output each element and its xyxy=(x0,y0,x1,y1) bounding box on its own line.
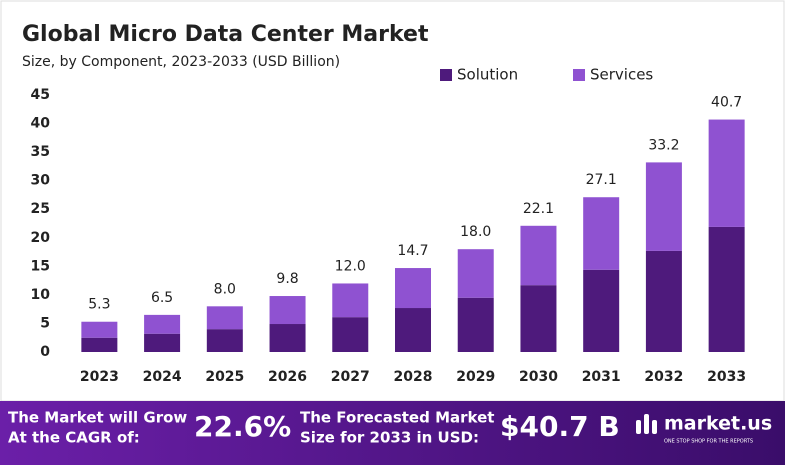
bar-segment xyxy=(583,269,620,352)
chart-subtitle: Size, by Component, 2023-2033 (USD Billi… xyxy=(22,54,340,70)
total-label: 9.8 xyxy=(276,271,298,287)
bar-segment xyxy=(332,317,369,352)
x-tick-label: 2028 xyxy=(394,369,433,385)
total-label: 18.0 xyxy=(460,224,491,240)
bar-segment xyxy=(708,119,745,227)
total-label: 6.5 xyxy=(151,290,173,306)
y-tick-label: 0 xyxy=(40,344,50,360)
x-tick-label: 2033 xyxy=(707,369,746,385)
legend-label: Solution xyxy=(457,66,518,84)
bar-segment xyxy=(457,249,494,298)
bar-segment xyxy=(269,324,306,352)
brand-logo xyxy=(636,414,657,434)
bar-segment xyxy=(144,314,181,334)
x-tick-label: 2025 xyxy=(205,369,244,385)
x-tick-label: 2032 xyxy=(644,369,683,385)
bar-segment xyxy=(144,333,181,352)
bar-segment xyxy=(269,296,306,325)
bar-segment xyxy=(708,226,745,352)
x-tick-label: 2029 xyxy=(456,369,495,385)
brand-tagline: ONE STOP SHOP FOR THE REPORTS xyxy=(664,439,753,445)
y-tick-label: 40 xyxy=(31,116,51,132)
y-tick-label: 45 xyxy=(31,87,50,103)
x-tick-label: 2024 xyxy=(143,369,182,385)
y-tick-label: 5 xyxy=(40,315,50,331)
bar-segment xyxy=(395,308,431,352)
bar-segment xyxy=(81,337,118,352)
x-tick-label: 2023 xyxy=(80,369,119,385)
y-tick-label: 30 xyxy=(31,173,51,189)
x-tick-label: 2031 xyxy=(582,369,621,385)
bar-segment xyxy=(583,197,620,270)
x-tick-label: 2027 xyxy=(331,369,370,385)
forecast-label: Size for 2033 in USD: xyxy=(300,429,479,447)
brand: market.us xyxy=(664,413,772,435)
x-tick-label: 2026 xyxy=(268,369,307,385)
y-tick-label: 20 xyxy=(31,230,51,246)
cagr-label: The Market will Grow xyxy=(8,409,187,427)
bar-segment xyxy=(332,283,369,318)
bar-segment xyxy=(206,306,243,330)
bar-segment xyxy=(81,321,118,338)
cagr-value: 22.6% xyxy=(194,410,291,443)
legend-label: Services xyxy=(590,66,653,84)
forecast-label: The Forecasted Market xyxy=(300,409,494,427)
total-label: 33.2 xyxy=(648,137,679,153)
total-label: 12.0 xyxy=(335,258,366,274)
total-label: 27.1 xyxy=(586,172,617,188)
bar-segment xyxy=(395,268,431,309)
total-label: 22.1 xyxy=(523,201,554,217)
cagr-label: At the CAGR of: xyxy=(8,429,140,447)
bar-segment xyxy=(645,250,682,352)
y-tick-label: 25 xyxy=(31,201,50,217)
y-tick-label: 10 xyxy=(31,287,51,303)
total-label: 14.7 xyxy=(397,243,428,259)
total-label: 40.7 xyxy=(711,95,742,111)
legend: Solution Services xyxy=(440,66,653,84)
bar-segment xyxy=(457,297,494,352)
bar-segment xyxy=(520,285,557,352)
legend-swatch xyxy=(573,69,585,81)
chart-title: Global Micro Data Center Market xyxy=(22,22,429,47)
bar-segment xyxy=(645,162,682,251)
total-label: 8.0 xyxy=(214,281,236,297)
y-tick-label: 15 xyxy=(31,258,50,274)
forecast-value: $40.7 B xyxy=(500,410,620,443)
bar-segment xyxy=(520,225,557,286)
total-label: 5.3 xyxy=(88,297,110,313)
y-tick-label: 35 xyxy=(31,144,50,160)
bar-segment xyxy=(206,329,243,352)
x-tick-label: 2030 xyxy=(519,369,558,385)
legend-swatch xyxy=(440,69,452,81)
